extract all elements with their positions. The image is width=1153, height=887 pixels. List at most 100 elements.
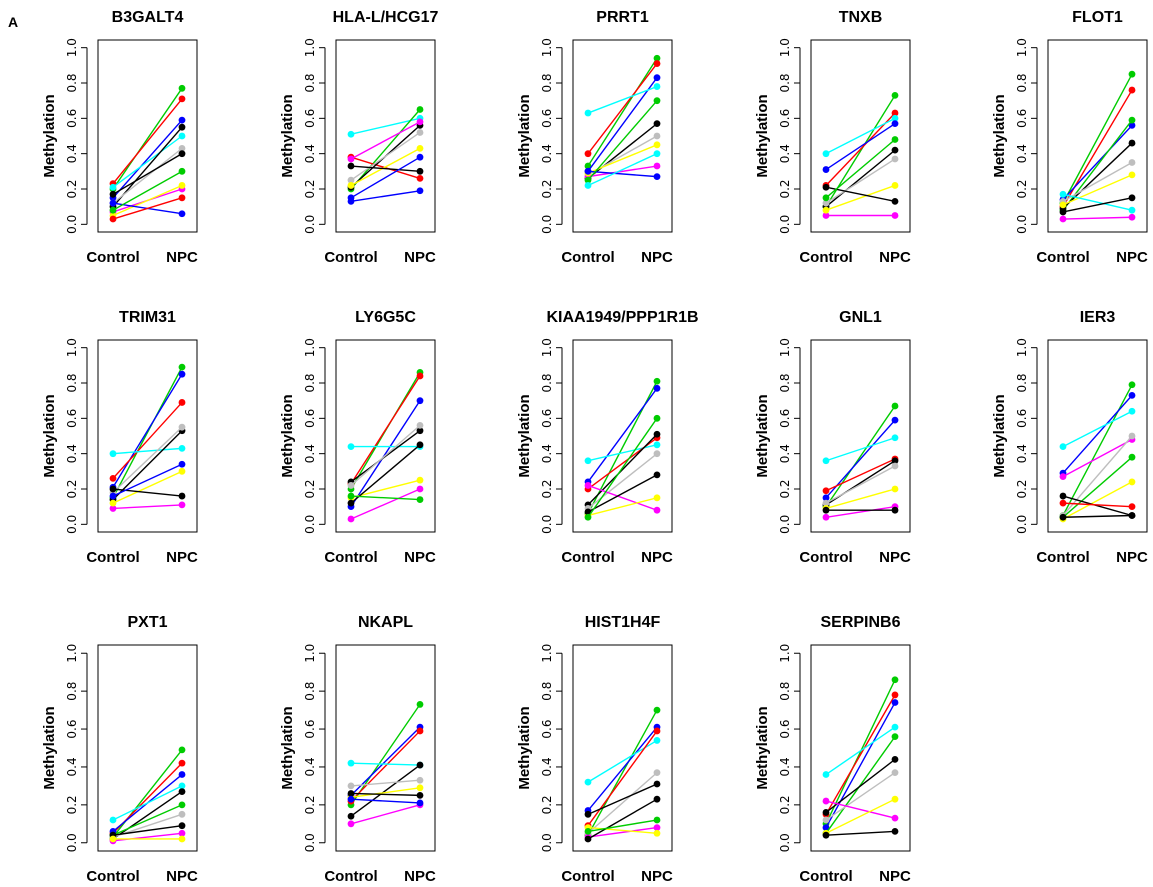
x-tick-label: Control bbox=[324, 868, 377, 885]
series-line bbox=[825, 117, 896, 155]
panel-title: GNL1 bbox=[839, 309, 882, 326]
series-line bbox=[825, 465, 896, 504]
series-point-control bbox=[822, 809, 830, 816]
series-point-npc bbox=[1128, 70, 1136, 78]
y-tick-label: 0.2 bbox=[303, 795, 317, 814]
y-axis-label: Methylation bbox=[754, 394, 771, 477]
series-point-control bbox=[109, 199, 117, 207]
y-tick-label: 0.8 bbox=[303, 373, 317, 392]
series-point-npc bbox=[178, 182, 186, 189]
series-point-control bbox=[109, 485, 117, 493]
series-line bbox=[112, 170, 183, 211]
panel-hist1h4f: HIST1H4F 0.0 0.2 0.4 0.6 0.8 1.0 Methylation Con… bbox=[516, 614, 673, 885]
series-line bbox=[587, 798, 658, 840]
x-tick-label: Control bbox=[86, 868, 139, 885]
series-point-control bbox=[347, 759, 355, 767]
series-point-npc bbox=[891, 91, 899, 99]
series-line bbox=[350, 779, 421, 787]
series-point-control bbox=[584, 457, 592, 465]
series-line bbox=[587, 387, 658, 483]
series-line bbox=[112, 147, 183, 204]
plot-frame bbox=[97, 339, 198, 533]
y-tick-label: 0.2 bbox=[303, 179, 317, 198]
series-point-npc bbox=[1128, 206, 1136, 214]
series-point-npc bbox=[653, 471, 661, 479]
y-tick-label: 0.6 bbox=[540, 409, 554, 428]
y-tick-label: 0.6 bbox=[303, 720, 317, 739]
series-point-control bbox=[1059, 499, 1067, 507]
series-line bbox=[587, 772, 658, 834]
y-tick-label: 0.0 bbox=[540, 515, 554, 534]
y-tick-label: 0.4 bbox=[303, 444, 317, 463]
series-line bbox=[825, 405, 896, 508]
series-point-npc bbox=[891, 136, 899, 143]
panel-tnxb: TNXB 0.0 0.2 0.4 0.6 0.8 1.0 Methylation Control… bbox=[754, 9, 911, 266]
series-line bbox=[350, 726, 421, 796]
y-tick-label: 0.0 bbox=[65, 515, 79, 534]
series-point-control bbox=[822, 506, 830, 514]
y-tick-label: 0.2 bbox=[65, 479, 79, 498]
y-tick-label: 1.0 bbox=[540, 338, 554, 357]
series-point-control bbox=[822, 194, 830, 202]
series-point-npc bbox=[1128, 453, 1136, 461]
plot-frame bbox=[1047, 39, 1148, 233]
series-point-npc bbox=[891, 733, 899, 741]
y-tick-label: 0.2 bbox=[778, 179, 792, 198]
series-point-npc bbox=[891, 197, 899, 205]
series-point-npc bbox=[178, 759, 186, 767]
panel-title: TNXB bbox=[839, 9, 883, 26]
x-tick-label: NPC bbox=[166, 249, 198, 266]
series-line bbox=[1062, 197, 1133, 213]
series-line bbox=[1062, 216, 1133, 220]
series-point-npc bbox=[178, 460, 186, 468]
series-line bbox=[587, 726, 658, 811]
series-line bbox=[587, 165, 658, 178]
series-point-npc bbox=[653, 162, 661, 170]
series-point-npc bbox=[178, 788, 186, 795]
plot-frame bbox=[97, 39, 198, 233]
panel-hla-l-hcg17: HLA-L/HCG17 0.0 0.2 0.4 0.6 0.8 1.0 Methylation… bbox=[279, 9, 438, 266]
series-line bbox=[1062, 456, 1133, 518]
series-point-npc bbox=[178, 194, 186, 202]
panel-title: NKAPL bbox=[358, 614, 413, 631]
series-point-npc bbox=[416, 496, 424, 503]
y-tick-label: 0.4 bbox=[303, 757, 317, 776]
series-line bbox=[1062, 410, 1133, 448]
series-line bbox=[825, 679, 896, 825]
series-point-npc bbox=[178, 132, 186, 140]
series-point-npc bbox=[653, 377, 661, 385]
series-point-npc bbox=[891, 755, 899, 763]
series-point-npc bbox=[653, 494, 661, 502]
series-line bbox=[350, 156, 421, 180]
y-tick-label: 0.4 bbox=[540, 144, 554, 163]
x-tick-label: NPC bbox=[641, 249, 673, 266]
x-tick-label: NPC bbox=[166, 868, 198, 885]
series-point-control bbox=[347, 194, 355, 202]
series-line bbox=[350, 787, 421, 798]
series-line bbox=[825, 736, 896, 834]
series-point-npc bbox=[178, 801, 186, 809]
y-tick-label: 0.0 bbox=[778, 833, 792, 852]
series-point-control bbox=[822, 771, 830, 778]
series-line bbox=[825, 798, 896, 834]
y-tick-label: 1.0 bbox=[303, 338, 317, 357]
y-tick-label: 0.8 bbox=[1015, 373, 1029, 392]
series-line bbox=[112, 749, 183, 838]
series-line bbox=[1062, 384, 1133, 516]
y-tick-label: 0.8 bbox=[65, 373, 79, 392]
series-line bbox=[1062, 495, 1133, 517]
series-point-npc bbox=[891, 114, 899, 122]
series-point-control bbox=[109, 816, 117, 824]
series-point-control bbox=[584, 827, 592, 835]
series-point-control bbox=[822, 494, 830, 502]
series-line bbox=[825, 702, 896, 828]
series-point-npc bbox=[891, 120, 899, 128]
series-point-npc bbox=[178, 150, 186, 158]
series-line bbox=[350, 121, 421, 160]
series-point-npc bbox=[653, 769, 661, 777]
series-point-control bbox=[1059, 443, 1067, 450]
series-point-npc bbox=[653, 414, 661, 422]
series-point-npc bbox=[891, 769, 899, 777]
y-tick-label: 0.2 bbox=[65, 179, 79, 198]
y-tick-label: 0.0 bbox=[303, 515, 317, 534]
